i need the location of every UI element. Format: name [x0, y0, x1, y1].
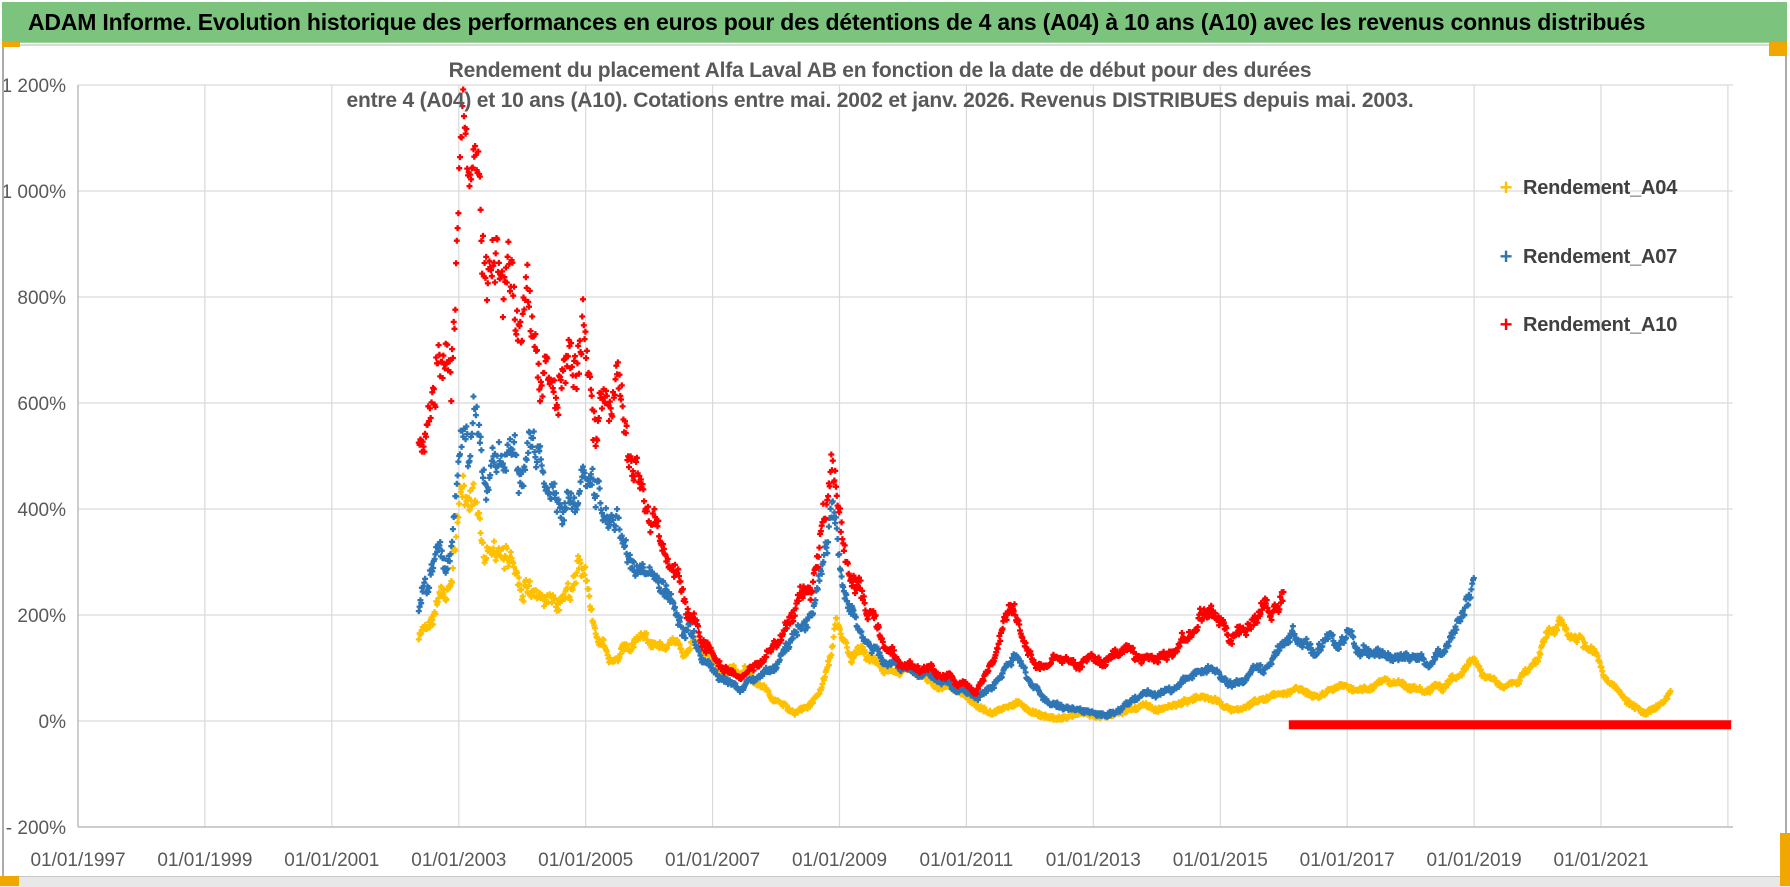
legend-item-rendement-a04[interactable]: + Rendement_A04 — [1497, 174, 1678, 202]
legend-item-rendement-a07[interactable]: + Rendement_A07 — [1497, 243, 1678, 271]
gold-accent-top-right — [1769, 42, 1787, 56]
plus-marker-icon: + — [1499, 312, 1513, 337]
gold-accent-top-left — [2, 42, 20, 47]
window-border-right — [1785, 42, 1787, 876]
y-tick-label: 0% — [39, 712, 67, 733]
gold-accent-bottom-left — [0, 876, 19, 886]
series-markers-Rendement_A10[interactable] — [415, 86, 1287, 697]
x-tick-label: 01/01/2015 — [1173, 850, 1268, 871]
divider — [20, 44, 1769, 46]
y-tick-label: 800% — [17, 288, 66, 309]
plus-marker-icon: + — [1499, 175, 1513, 200]
y-tick-label: 600% — [17, 394, 66, 415]
window-border-left — [2, 42, 4, 876]
x-tick-label: 01/01/2021 — [1553, 850, 1648, 871]
legend-label: Rendement_A07 — [1523, 245, 1678, 268]
legend-label: Rendement_A04 — [1523, 176, 1678, 199]
x-tick-label: 01/01/2007 — [665, 850, 760, 871]
x-tick-label: 01/01/2011 — [920, 850, 1014, 871]
x-tick-label: 01/01/2013 — [1046, 850, 1141, 871]
series-markers-Rendement_A07[interactable] — [415, 393, 1477, 720]
chart-title-line1: Rendement du placement Alfa Laval AB en … — [448, 59, 1312, 82]
window-header-title: ADAM Informe. Evolution historique des p… — [28, 8, 1646, 35]
x-tick-label: 01/01/2005 — [538, 850, 633, 871]
gold-accent-right — [1780, 833, 1790, 886]
chart-title-line2: entre 4 (A04) et 10 ans (A10). Cotations… — [346, 89, 1414, 112]
y-tick-label: 1 000% — [2, 182, 67, 203]
y-tick-label: 1 200% — [2, 76, 67, 97]
window-bottom-bar[interactable] — [0, 876, 1790, 887]
y-tick-label: 400% — [17, 500, 66, 521]
x-tick-label: 01/01/1999 — [157, 850, 252, 871]
x-tick-label: 01/01/1997 — [30, 850, 125, 871]
x-tick-label: 01/01/2001 — [284, 850, 379, 871]
y-tick-label: - 200% — [6, 818, 66, 839]
x-tick-label: 01/01/2019 — [1427, 850, 1522, 871]
x-tick-label: 01/01/2009 — [792, 850, 887, 871]
legend-label: Rendement_A10 — [1523, 313, 1678, 336]
x-tick-label: 01/01/2003 — [411, 850, 506, 871]
legend-item-rendement-a10[interactable]: + Rendement_A10 — [1497, 311, 1678, 339]
series-markers-Rendement_A04[interactable] — [415, 472, 1674, 723]
window-header: ADAM Informe. Evolution historique des p… — [2, 2, 1787, 43]
chart-title[interactable]: Rendement du placement Alfa Laval AB en … — [80, 56, 1680, 116]
y-tick-label: 200% — [17, 606, 66, 627]
plus-marker-icon: + — [1499, 244, 1513, 269]
x-tick-label: 01/01/2017 — [1300, 850, 1395, 871]
